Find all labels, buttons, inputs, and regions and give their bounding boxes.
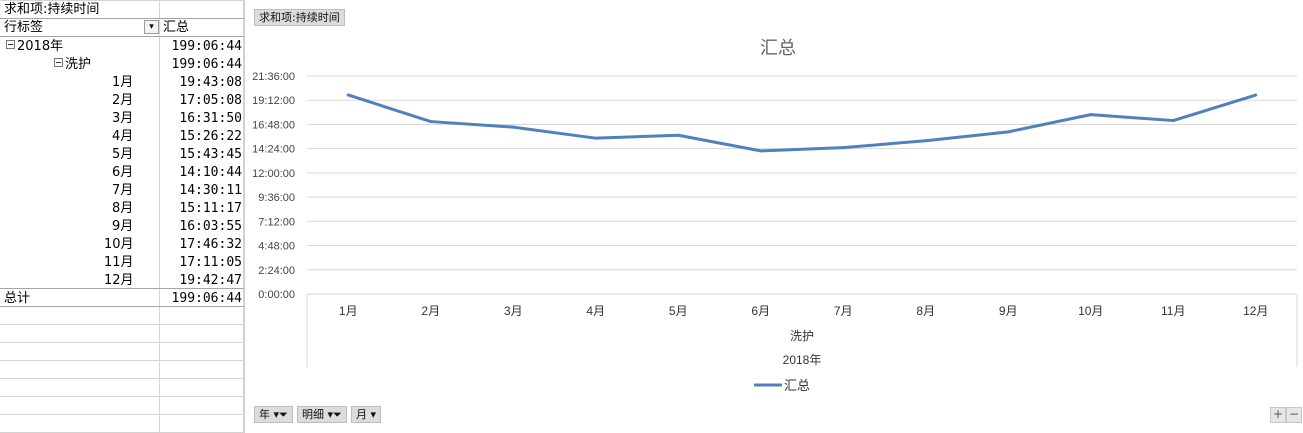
data-point xyxy=(1006,130,1010,134)
x-tick-label: 3月 xyxy=(504,304,523,318)
row-filter-button[interactable]: ▾ xyxy=(144,20,159,34)
gridlines xyxy=(307,75,1297,295)
row-value: 199:06:44 xyxy=(171,57,242,72)
row-label: 洗护 xyxy=(65,57,92,72)
month-row-label: 2月 xyxy=(112,93,134,108)
x-axis: 1月 2月 3月 4月 5月 6月 7月 8月 9月 10月 11月 12月 xyxy=(306,294,1298,367)
month-row-value: 16:31:50 xyxy=(179,111,242,126)
month-row-value: 17:11:05 xyxy=(179,255,242,270)
pivot-row-category[interactable]: 洗护 xyxy=(54,56,91,74)
row-label: 2018年 xyxy=(17,39,64,54)
x-tick-label: 8月 xyxy=(916,304,935,318)
grand-total-label: 总计 xyxy=(4,291,31,306)
month-row-value: 16:03:55 xyxy=(179,219,242,234)
dropdown-filter-icon: ▾⏷ xyxy=(327,408,342,421)
data-point xyxy=(924,139,928,143)
expand-button[interactable]: + xyxy=(1270,407,1286,423)
pivot-header-title: 求和项:持续时间 xyxy=(4,2,100,17)
month-row-label: 7月 xyxy=(112,183,134,198)
month-row-label: 4月 xyxy=(112,129,134,144)
legend-label: 汇总 xyxy=(784,378,810,393)
data-point xyxy=(594,136,598,140)
data-point xyxy=(676,133,680,137)
x-tick-label: 12月 xyxy=(1243,304,1268,318)
y-tick-label: 19:12:00 xyxy=(252,95,295,107)
pivot-table: 求和项:持续时间 行标签 ▾ 汇总 2018年 199:06:44 洗护 199… xyxy=(0,0,244,433)
month-row-value: 15:11:17 xyxy=(179,201,242,216)
month-row-value: 14:30:11 xyxy=(179,183,242,198)
x-tick-label: 5月 xyxy=(669,304,688,318)
data-point xyxy=(429,120,433,124)
y-tick-label: 12:00:00 xyxy=(252,168,295,180)
month-row-value: 14:10:44 xyxy=(179,165,242,180)
axis-field-button-year[interactable]: 年 ▾⏷ xyxy=(254,406,293,423)
x-tick-label: 9月 xyxy=(999,304,1018,318)
y-tick-label: 0:00:00 xyxy=(258,289,295,301)
axis-field-button-month[interactable]: 月 ▾ xyxy=(351,406,382,423)
x-axis-year-label: 2018年 xyxy=(783,353,822,367)
legend: 汇总 xyxy=(754,378,810,393)
y-tick-label: 9:36:00 xyxy=(258,192,295,204)
pivot-row-year[interactable]: 2018年 xyxy=(6,38,63,56)
x-tick-label: 4月 xyxy=(586,304,605,318)
data-point xyxy=(1089,113,1093,117)
month-row-label: 5月 xyxy=(112,147,134,162)
month-row-value: 17:05:08 xyxy=(179,93,242,108)
axis-field-label: 明细 xyxy=(302,408,324,421)
data-point xyxy=(759,149,763,153)
y-tick-label: 21:36:00 xyxy=(252,71,295,83)
x-tick-label: 10月 xyxy=(1078,304,1103,318)
month-row-value: 15:43:45 xyxy=(179,147,242,162)
month-row-value: 19:43:08 xyxy=(179,75,242,90)
month-row-value: 15:26:22 xyxy=(179,129,242,144)
y-tick-label: 2:24:00 xyxy=(258,265,295,277)
value-field-button[interactable]: 求和项:持续时间 xyxy=(254,9,345,26)
x-tick-label: 2月 xyxy=(421,304,440,318)
x-tick-label: 11月 xyxy=(1161,304,1185,318)
collapse-icon[interactable] xyxy=(54,58,63,67)
value-header: 汇总 xyxy=(163,20,190,35)
collapse-icon[interactable] xyxy=(6,40,15,49)
y-tick-label: 7:12:00 xyxy=(258,216,295,228)
x-tick-label: 1月 xyxy=(339,304,358,318)
filter-icon: ▾ xyxy=(149,22,154,32)
line-chart: 汇总 0:00:00 2:24:00 4:48:00 7:12:00 9:36:00 12… xyxy=(252,38,1298,393)
month-row-label: 6月 xyxy=(112,165,134,180)
y-tick-label: 14:24:00 xyxy=(252,144,295,156)
y-tick-label: 16:48:00 xyxy=(252,119,295,131)
x-axis-group-label: 洗护 xyxy=(790,329,814,343)
dropdown-icon: ▾ xyxy=(370,408,377,421)
data-point xyxy=(1171,119,1175,123)
y-axis-ticks: 0:00:00 2:24:00 4:48:00 7:12:00 9:36:00 12:00… xyxy=(252,71,295,301)
month-row-label: 12月 xyxy=(104,273,134,288)
data-point xyxy=(346,93,350,97)
dropdown-filter-icon: ▾⏷ xyxy=(273,408,288,421)
month-row-label: 3月 xyxy=(112,111,134,126)
month-row-label: 8月 xyxy=(112,201,134,216)
data-point xyxy=(841,146,845,150)
axis-field-label: 年 xyxy=(259,408,270,421)
month-row-label: 11月 xyxy=(104,255,134,270)
x-tick-label: 6月 xyxy=(751,304,770,318)
row-labels-header: 行标签 xyxy=(4,20,44,35)
data-point xyxy=(511,125,515,129)
axis-field-label: 月 xyxy=(356,408,367,421)
pivot-chart[interactable]: 求和项:持续时间 汇总 0:00:00 2:24:00 4:48:00 7:12:00… xyxy=(244,0,1303,433)
grand-total-value: 199:06:44 xyxy=(171,291,242,306)
axis-field-button-detail[interactable]: 明细 ▾⏷ xyxy=(297,406,347,423)
collapse-button[interactable]: − xyxy=(1286,407,1302,423)
series-line xyxy=(347,93,1257,153)
row-value: 199:06:44 xyxy=(171,39,242,54)
month-row-label: 10月 xyxy=(104,237,134,252)
month-row-label: 1月 xyxy=(112,75,134,90)
data-point xyxy=(1254,93,1258,97)
chart-title: 汇总 xyxy=(760,38,796,58)
month-row-value: 17:46:32 xyxy=(179,237,242,252)
series xyxy=(346,93,1258,153)
y-tick-label: 4:48:00 xyxy=(258,241,295,253)
month-row-label: 9月 xyxy=(112,219,134,234)
month-row-value: 19:42:47 xyxy=(179,273,242,288)
x-tick-label: 7月 xyxy=(834,304,853,318)
